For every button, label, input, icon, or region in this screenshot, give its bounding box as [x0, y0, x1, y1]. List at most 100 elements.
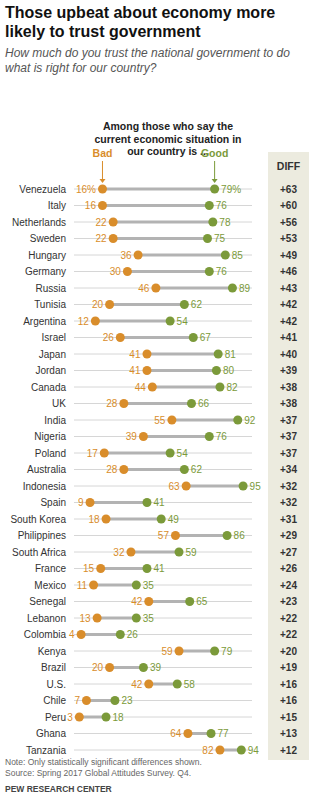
good-dot [239, 482, 248, 491]
category-label: Lebanon [27, 613, 66, 624]
labels: Venezuela16%79%+63Italy1676+60Netherland… [10, 184, 297, 756]
good-dot [212, 366, 221, 375]
data-label: 92 [244, 415, 256, 426]
data-label: 65 [196, 596, 208, 607]
diff-label: +24 [280, 580, 297, 591]
diff-label: +38 [280, 382, 297, 393]
data-label: 82 [202, 745, 214, 756]
row-axis-line [74, 601, 252, 602]
diff-label: +49 [280, 250, 297, 261]
data-label: 76 [216, 266, 228, 277]
diff-connector [97, 617, 136, 620]
good-dot [116, 630, 125, 639]
data-label: 78 [219, 217, 231, 228]
data-label: 62 [191, 464, 203, 475]
diff-label: +60 [280, 200, 297, 211]
data-label: 22 [96, 217, 108, 228]
data-label: 11 [77, 580, 88, 591]
bad-dot [86, 498, 95, 507]
bad-dot [82, 696, 91, 705]
good-dot [221, 251, 230, 260]
data-label: 26 [103, 332, 115, 343]
data-label: 12 [78, 316, 90, 327]
good-dot [180, 300, 189, 309]
diff-connector [104, 452, 170, 455]
data-label: 89 [239, 283, 251, 294]
row-axis-line [74, 387, 252, 388]
credit: PEW RESEARCH CENTER [5, 784, 305, 794]
bad-dot [142, 350, 151, 359]
category-label: Hungary [28, 250, 66, 261]
bad-dot [142, 366, 151, 375]
bad-dot [182, 482, 191, 491]
good-dot [233, 416, 242, 425]
good-dot [132, 581, 141, 590]
bad-dot [171, 531, 180, 540]
data-label: 59 [186, 547, 198, 558]
row-axes [74, 189, 252, 750]
data-label: 4 [69, 629, 75, 640]
good-dot [214, 350, 223, 359]
diff-label: +23 [280, 596, 297, 607]
data-label: 55 [154, 415, 166, 426]
data-label: 77 [218, 728, 230, 739]
data-label: 30 [110, 266, 122, 277]
good-dot [157, 515, 166, 524]
diff-label: +19 [280, 662, 297, 673]
bad-dot [77, 630, 86, 639]
good-dot [173, 680, 182, 689]
data-label: 76 [216, 200, 228, 211]
data-label: 57 [158, 530, 170, 541]
data-label: 79 [221, 646, 233, 657]
diff-label: +29 [280, 530, 297, 541]
diff-label: +12 [280, 745, 297, 756]
category-label: Jordan [35, 365, 66, 376]
bad-dot [105, 663, 114, 672]
data-label: 75 [214, 233, 226, 244]
bad-dot [96, 564, 105, 573]
category-label: Sweden [30, 233, 66, 244]
diff-connector [94, 584, 137, 587]
category-label: Tunisia [34, 299, 66, 310]
category-label: Brazil [41, 662, 66, 673]
diff-label: +31 [280, 514, 297, 525]
good-dot [142, 498, 151, 507]
data-label: 17 [87, 448, 99, 459]
data-label: 64 [170, 728, 182, 739]
data-label: 66 [198, 398, 210, 409]
bad-dot [89, 581, 98, 590]
category-label: Peru [45, 712, 66, 723]
data-label: 35 [143, 580, 155, 591]
good-dot [180, 465, 189, 474]
diff-connector [138, 254, 225, 257]
category-label: Tanzania [26, 745, 66, 756]
bad-dot [109, 234, 118, 243]
category-label: Chile [43, 695, 66, 706]
diff-connector [102, 188, 214, 191]
data-label: 20 [92, 299, 104, 310]
good-dot [185, 597, 194, 606]
category-label: Japan [39, 349, 66, 360]
category-label: Poland [35, 448, 66, 459]
data-label: 86 [234, 530, 246, 541]
row-axis-line [74, 469, 252, 470]
data-label: 39 [126, 431, 138, 442]
data-label: 18 [113, 712, 125, 723]
data-label: 13 [80, 613, 92, 624]
data-label: 44 [135, 382, 147, 393]
data-label: 80 [223, 365, 235, 376]
data-label: 59 [161, 646, 173, 657]
diff-connector [124, 402, 192, 405]
data-label: 85 [232, 250, 244, 261]
data-label: 42 [131, 679, 143, 690]
data-label: 32 [113, 547, 125, 558]
series-pointer-head [212, 179, 218, 183]
row-axis-line [74, 321, 252, 322]
row-axis-line [74, 486, 252, 487]
diff-connector [127, 270, 209, 273]
bad-dot [123, 267, 132, 276]
diff-label: +39 [280, 365, 297, 376]
category-label: South Africa [12, 547, 66, 558]
data-label: 41 [153, 497, 165, 508]
diff-connector [143, 435, 209, 438]
